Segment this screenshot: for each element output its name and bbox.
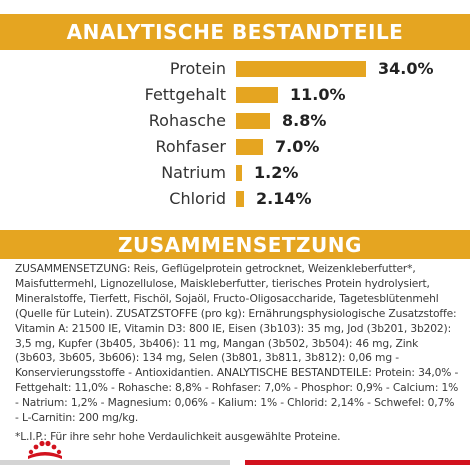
analysis-value: 2.14% [256,189,312,208]
analysis-bar [236,165,242,181]
analysis-label: Rohfaser [155,137,226,156]
composition-title: ZUSAMMENSETZUNG [0,230,470,259]
analysis-row: Natrium 1.2% [0,162,470,184]
analysis-value: 1.2% [254,163,299,182]
analysis-row: Rohfaser 7.0% [0,136,470,158]
analysis-label: Natrium [161,163,226,182]
analysis-row: Chlorid 2.14% [0,188,470,210]
analysis-row: Rohasche 8.8% [0,110,470,132]
analysis-value: 34.0% [378,59,434,78]
footer-red-line [245,460,470,465]
analysis-value: 7.0% [275,137,320,156]
footnote: *L.I.P.: Für ihre sehr hohe Verdaulichke… [15,429,341,443]
analysis-bar [236,87,278,103]
analysis-value: 8.8% [282,111,327,130]
analysis-label: Protein [169,59,226,78]
analysis-value: 11.0% [290,85,346,104]
footer-gray-line [0,460,230,465]
analysis-bar [236,139,263,155]
analysis-label: Fettgehalt [144,85,226,104]
analysis-bar [236,191,244,207]
analysis-bar [236,113,270,129]
analysis-label: Rohasche [148,111,226,130]
analysis-bar [236,61,366,77]
analysis-row: Fettgehalt 11.0% [0,84,470,106]
analysis-label: Chlorid [169,189,226,208]
composition-text: ZUSAMMENSETZUNG: Reis, Geflügelprotein g… [15,262,460,445]
composition-paragraph: ZUSAMMENSETZUNG: Reis, Geflügelprotein g… [15,262,459,425]
analysis-row: Protein 34.0% [0,58,470,80]
crown-logo-icon [28,440,62,459]
analysis-title: ANALYTISCHE BESTANDTEILE [0,14,470,50]
